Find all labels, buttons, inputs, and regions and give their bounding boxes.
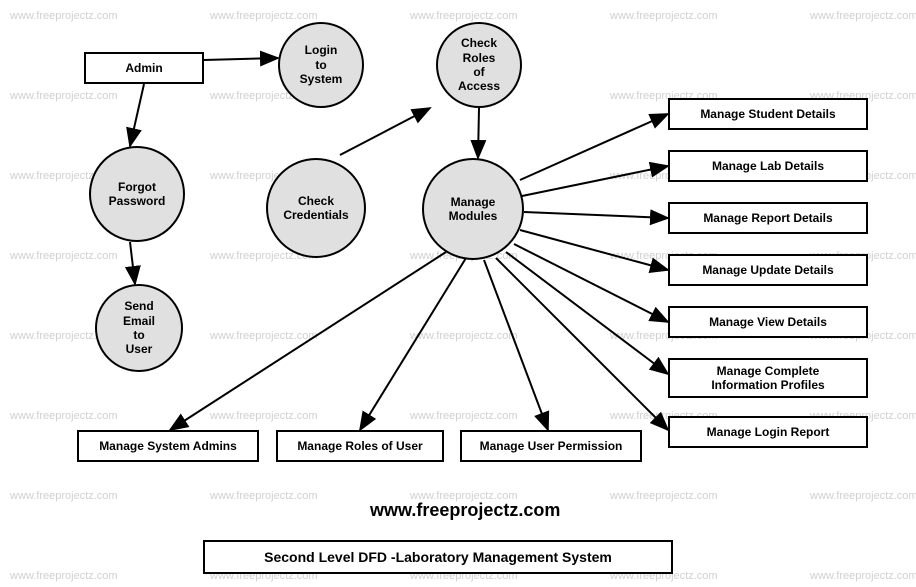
watermark-text: www.freeprojectz.com bbox=[810, 570, 916, 582]
watermark-text: www.freeprojectz.com bbox=[10, 90, 118, 102]
rect-m-update: Manage Update Details bbox=[668, 254, 868, 286]
circle-check-roles: CheckRolesofAccess bbox=[436, 22, 522, 108]
watermark-text: www.freeprojectz.com bbox=[10, 410, 118, 422]
watermark-text: www.freeprojectz.com bbox=[10, 10, 118, 22]
watermark-text: www.freeprojectz.com bbox=[610, 490, 718, 502]
watermark-text: www.freeprojectz.com bbox=[10, 250, 118, 262]
watermark-text: www.freeprojectz.com bbox=[410, 10, 518, 22]
watermark-text: www.freeprojectz.com bbox=[810, 490, 916, 502]
circle-check-cred: CheckCredentials bbox=[266, 158, 366, 258]
circle-forgot: ForgotPassword bbox=[89, 146, 185, 242]
watermark-text: www.freeprojectz.com bbox=[210, 410, 318, 422]
rect-admin: Admin bbox=[84, 52, 204, 84]
watermark-text: www.freeprojectz.com bbox=[610, 10, 718, 22]
watermark-text: www.freeprojectz.com bbox=[410, 410, 518, 422]
watermark-text: www.freeprojectz.com bbox=[10, 490, 118, 502]
rect-m-sys-admin: Manage System Admins bbox=[77, 430, 259, 462]
watermark-text: www.freeprojectz.com bbox=[10, 570, 118, 582]
circle-manage-mod: ManageModules bbox=[422, 158, 524, 260]
rect-m-lab: Manage Lab Details bbox=[668, 150, 868, 182]
watermark-text: www.freeprojectz.com bbox=[210, 490, 318, 502]
rect-m-login-rep: Manage Login Report bbox=[668, 416, 868, 448]
rect-m-report: Manage Report Details bbox=[668, 202, 868, 234]
circle-send-email: SendEmailtoUser bbox=[95, 284, 183, 372]
footer-url: www.freeprojectz.com bbox=[370, 500, 560, 521]
watermark-text: www.freeprojectz.com bbox=[210, 10, 318, 22]
rect-m-view: Manage View Details bbox=[668, 306, 868, 338]
rect-m-complete: Manage CompleteInformation Profiles bbox=[668, 358, 868, 398]
rect-m-user-perm: Manage User Permission bbox=[460, 430, 642, 462]
watermark-text: www.freeprojectz.com bbox=[410, 330, 518, 342]
rect-m-roles: Manage Roles of User bbox=[276, 430, 444, 462]
watermark-text: www.freeprojectz.com bbox=[810, 10, 916, 22]
circle-login: LogintoSystem bbox=[278, 22, 364, 108]
title-box: Second Level DFD -Laboratory Management … bbox=[203, 540, 673, 574]
rect-m-student: Manage Student Details bbox=[668, 98, 868, 130]
watermark-text: www.freeprojectz.com bbox=[210, 330, 318, 342]
